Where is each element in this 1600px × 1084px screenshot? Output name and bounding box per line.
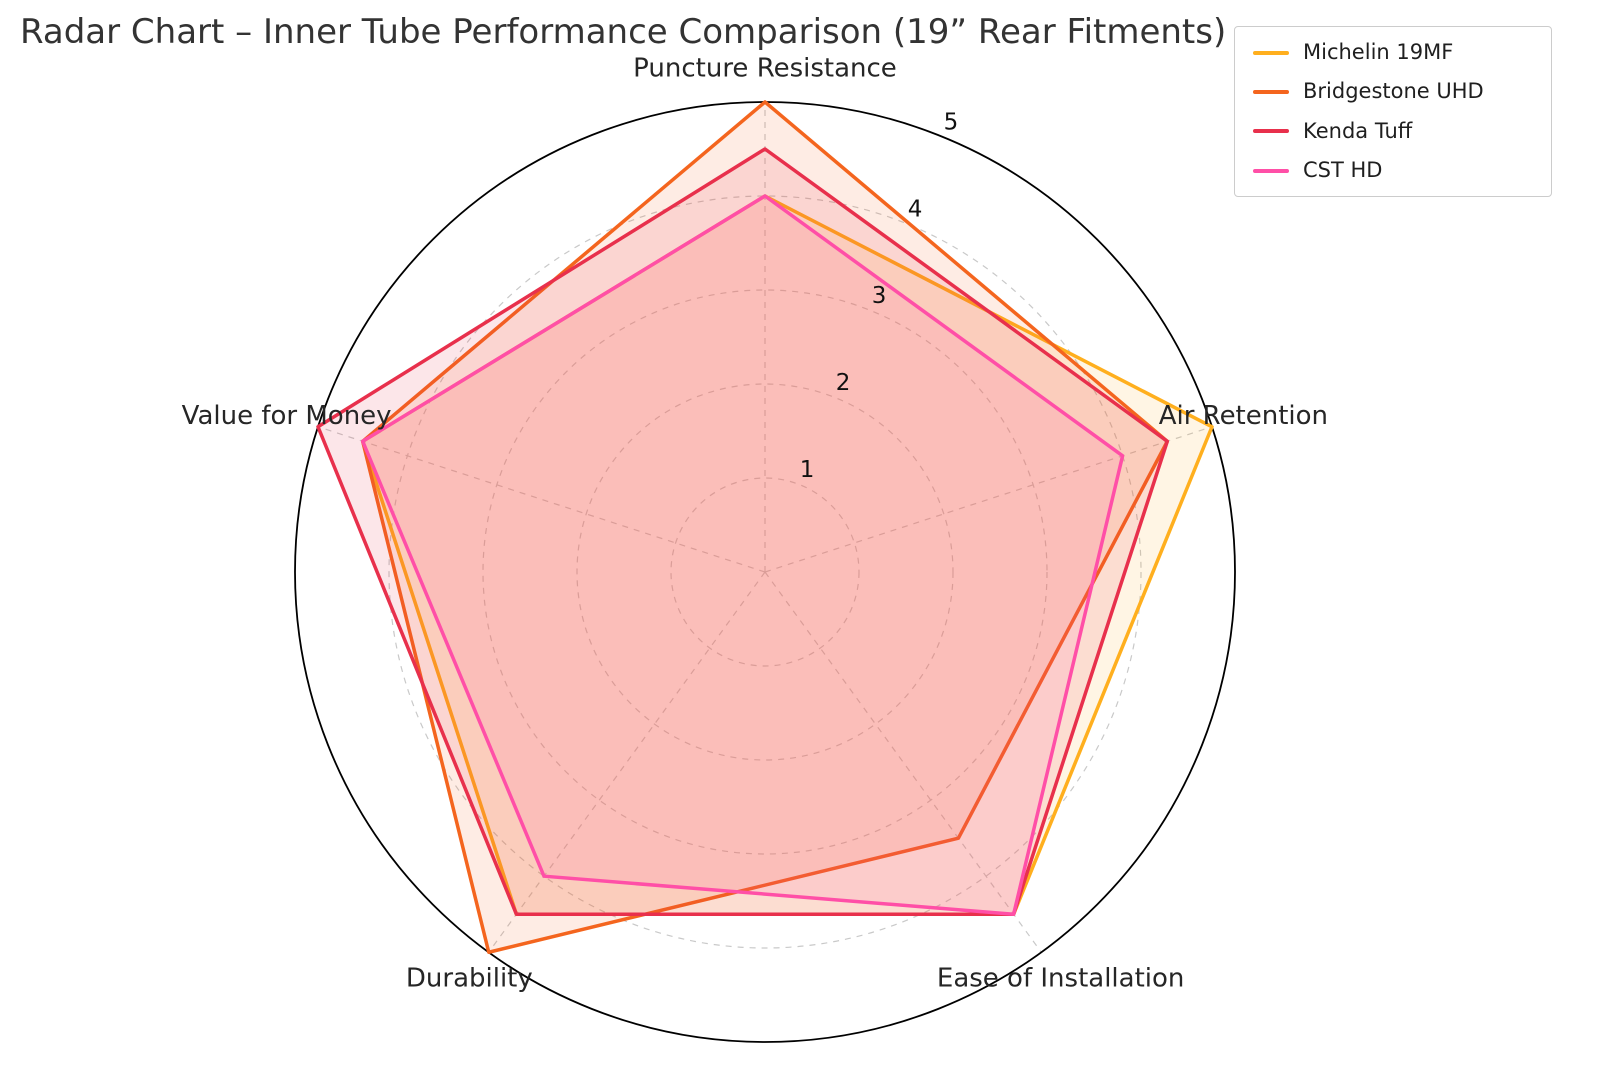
legend-swatch: [1253, 168, 1289, 173]
r-tick-label: 4: [908, 196, 923, 222]
r-tick-label: 3: [872, 283, 887, 309]
legend-item: CST HD: [1253, 157, 1533, 184]
axis-label: Air Retention: [1159, 401, 1328, 431]
series-line-kenda-tuff: [316, 147, 1170, 916]
axis-label: Value for Money: [182, 401, 392, 431]
legend-label: CST HD: [1303, 157, 1383, 182]
legend-item: Kenda Tuff: [1253, 118, 1533, 145]
legend-label: Bridgestone UHD: [1303, 79, 1484, 104]
series-fill-michelin-19mf: [362, 196, 1212, 915]
legend-swatch: [1253, 129, 1289, 134]
legend-item: Bridgestone UHD: [1253, 78, 1533, 105]
legend-item: Michelin 19MF: [1253, 39, 1533, 66]
r-tick-label: 2: [836, 370, 851, 396]
grid-circle: [670, 477, 860, 667]
axis-label: Puncture Resistance: [633, 54, 897, 84]
grid-circle: [482, 289, 1048, 855]
grid-circle: [388, 195, 1142, 949]
axis-label: Ease of Installation: [937, 963, 1185, 993]
legend-label: Michelin 19MF: [1303, 40, 1454, 64]
series-line-cst-hd: [360, 194, 1125, 916]
axis-label: Durability: [406, 963, 533, 993]
legend: Michelin 19MF Bridgestone UHD Kenda Tuff CS…: [1234, 26, 1552, 198]
chart-title: Radar Chart – Inner Tube Performance Com…: [20, 12, 1227, 52]
legend-label: Kenda Tuff: [1303, 118, 1413, 143]
legend-swatch: [1253, 89, 1289, 94]
series-fill-bridgestone-uhd: [362, 102, 1168, 953]
r-tick-label: 1: [800, 457, 815, 483]
series-line-bridgestone-uhd: [360, 100, 1170, 954]
legend-swatch: [1253, 50, 1289, 55]
r-tick-label: 5: [944, 109, 959, 135]
series-fill-cst-hd: [362, 196, 1123, 915]
grid-circle: [576, 383, 954, 761]
